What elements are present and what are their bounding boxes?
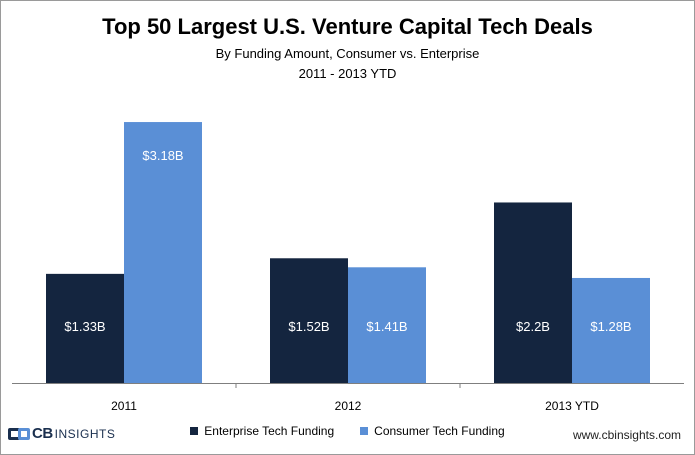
legend-swatch-enterprise (190, 427, 199, 435)
data-label-enterprise-1: $1.52B (288, 319, 329, 334)
chart-title: Top 50 Largest U.S. Venture Capital Tech… (102, 14, 593, 39)
legend-item-enterprise: Enterprise Tech Funding (190, 424, 334, 438)
logo-text-cb: CB (32, 425, 53, 442)
bar-enterprise-2 (494, 202, 572, 383)
legend: Enterprise Tech Funding Consumer Tech Fu… (0, 424, 695, 438)
bar-enterprise-1 (270, 258, 348, 383)
cb-logo-icon (8, 427, 30, 441)
data-label-consumer-1: $1.41B (366, 319, 407, 334)
data-label-enterprise-2: $2.2B (516, 319, 550, 334)
website-url: www.cbinsights.com (572, 428, 681, 442)
bar-enterprise-0 (46, 273, 124, 383)
legend-label-enterprise: Enterprise Tech Funding (204, 424, 335, 438)
x-tick-label-1: 2012 (335, 399, 362, 413)
legend-item-consumer: Consumer Tech Funding (360, 424, 505, 438)
data-label-enterprise-0: $1.33B (64, 319, 105, 334)
legend-swatch-consumer (360, 427, 369, 435)
bar-consumer-1 (348, 267, 426, 383)
bar-consumer-0 (124, 122, 202, 383)
chart-subtitle: By Funding Amount, Consumer vs. Enterpri… (215, 46, 480, 61)
data-label-consumer-0: $3.18B (142, 148, 183, 163)
bar-consumer-2 (572, 277, 650, 383)
legend-label-consumer: Consumer Tech Funding (374, 424, 505, 438)
x-tick-label-2: 2013 YTD (545, 399, 599, 413)
chart-date-range: 2011 - 2013 YTD (298, 66, 397, 81)
x-tick-label-0: 2011 (111, 399, 137, 413)
cb-insights-logo: CB INSIGHTS (8, 425, 115, 442)
logo-text-insights: INSIGHTS (54, 426, 116, 441)
data-label-consumer-2: $1.28B (590, 319, 631, 334)
